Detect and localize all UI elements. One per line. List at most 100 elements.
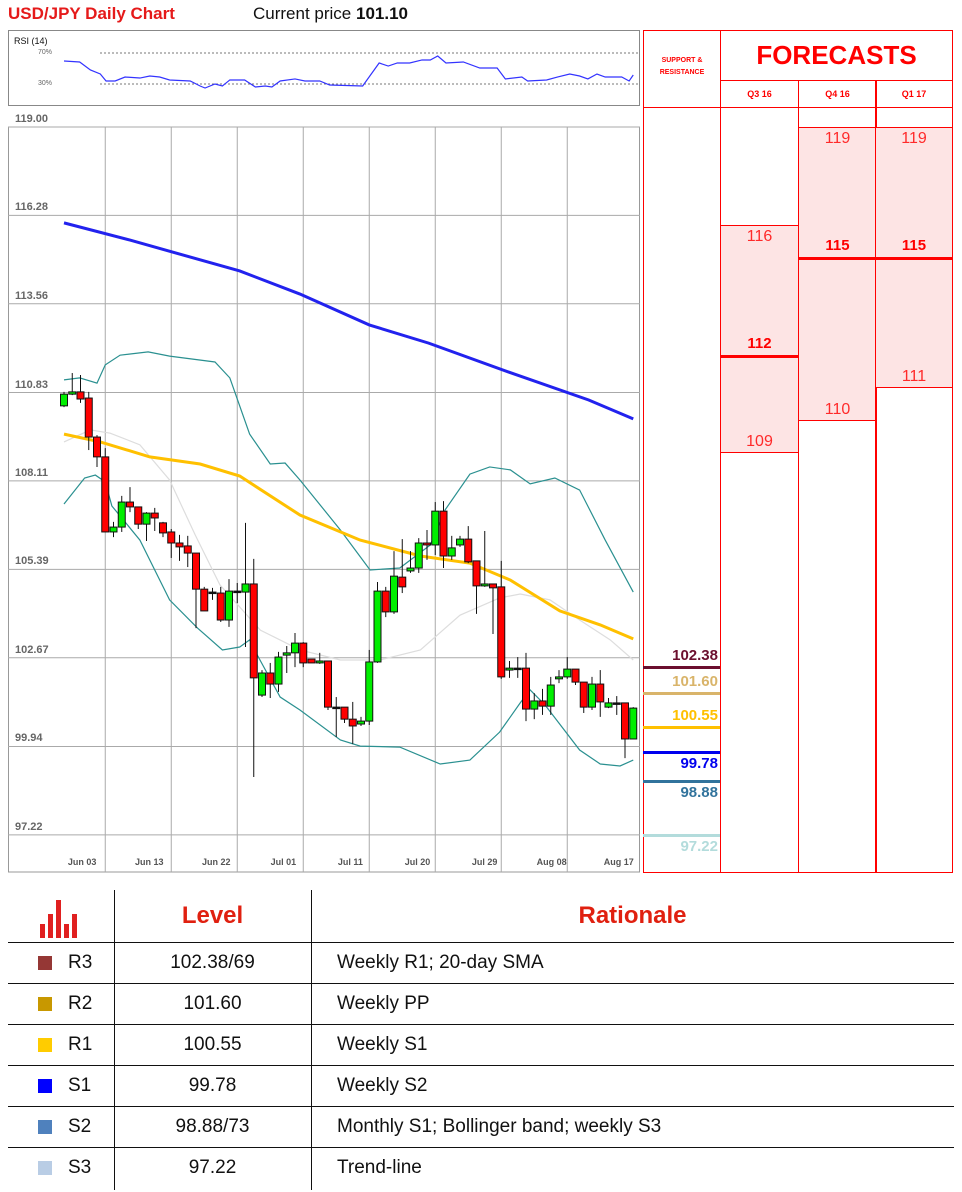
candle <box>480 530 489 587</box>
candle-body <box>175 542 184 548</box>
rsi-plot <box>63 52 640 89</box>
level-name: S3 <box>68 1157 92 1178</box>
candle-body <box>555 676 563 680</box>
level-color-swatch <box>38 1161 52 1175</box>
level-rationale: Weekly S1 <box>337 1034 428 1055</box>
candle <box>84 391 93 451</box>
candle-body <box>348 718 357 727</box>
forecast-range: 116 109 112 <box>721 224 798 453</box>
candle <box>299 642 308 668</box>
candle <box>315 652 324 664</box>
candle-body <box>117 501 126 528</box>
candle <box>431 502 440 556</box>
candle <box>612 696 621 715</box>
forecast-high: 119 <box>901 130 927 147</box>
quarter-header: Q3 16 <box>720 80 799 108</box>
forecast-column: 116 109 112 <box>720 107 799 873</box>
candle-body <box>629 707 638 740</box>
candle-body <box>439 510 448 557</box>
level-name: R3 <box>68 952 93 973</box>
candle-body <box>241 583 250 593</box>
candle <box>604 698 613 709</box>
candle-body <box>357 720 365 725</box>
candle-body <box>513 667 522 671</box>
x-tick-label: Jul 01 <box>270 857 297 867</box>
candle <box>621 702 629 759</box>
level-value: 98.88/73 <box>175 1116 250 1137</box>
candle <box>76 374 85 403</box>
candle <box>200 586 209 612</box>
level-rationale: Weekly PP <box>337 993 430 1014</box>
candle <box>348 701 357 744</box>
rsi-label: RSI (14) <box>14 36 48 46</box>
candle <box>324 660 332 711</box>
candle <box>208 587 217 600</box>
candle-body <box>307 658 316 664</box>
candle-body <box>266 672 275 685</box>
x-tick-label: Jun 22 <box>202 857 231 867</box>
candle-body <box>208 591 217 595</box>
rsi-tick-70: 70% <box>38 49 53 56</box>
x-tick-label: Jul 20 <box>404 857 431 867</box>
candle <box>167 529 176 558</box>
candle <box>472 560 481 614</box>
candle <box>555 670 563 684</box>
candle-body <box>282 652 291 656</box>
candle <box>183 535 192 568</box>
table-row: S3 97.22 Trend-line <box>8 1147 954 1188</box>
level-column-header: Level <box>181 902 244 929</box>
candle <box>126 487 134 513</box>
forecast-low: 111 <box>901 368 927 385</box>
candle-body <box>571 668 580 683</box>
candle-body <box>538 700 547 707</box>
candle-body <box>522 667 530 710</box>
candle-body <box>225 590 233 621</box>
price-chart <box>8 126 640 873</box>
candle-body <box>530 700 539 710</box>
candle-body <box>447 547 456 557</box>
candle-body <box>68 391 77 395</box>
level-name-cell: S3 <box>38 1148 114 1188</box>
candle-body <box>159 522 167 534</box>
level-rationale: Trend-line <box>337 1157 422 1178</box>
candle <box>241 522 250 647</box>
forecast-high: 116 <box>746 227 773 245</box>
forecast-mid: 112 <box>747 334 772 352</box>
sr-level-line <box>643 779 720 783</box>
y-tick-label: 105.39 <box>15 555 49 568</box>
level-value: 99.78 <box>188 1075 237 1096</box>
current-price-label: Current price <box>253 4 352 23</box>
current-price-value: 101.10 <box>356 4 408 23</box>
quarter-header: Q4 16 <box>798 80 877 108</box>
candle <box>423 530 431 560</box>
candle <box>530 693 539 720</box>
plot-area <box>8 126 640 873</box>
candle-body <box>406 567 415 572</box>
candle <box>563 657 572 679</box>
candle-body <box>497 586 506 678</box>
candle <box>101 448 110 533</box>
candle <box>282 646 291 673</box>
y-tick-label: 97.22 <box>15 820 43 833</box>
candle-body <box>315 660 324 664</box>
candle <box>373 582 382 663</box>
rsi-panel <box>8 30 640 106</box>
candle <box>571 668 580 686</box>
forecast-column: 119 111 115 <box>875 107 953 873</box>
level-color-swatch <box>38 1038 52 1052</box>
candle <box>390 551 398 614</box>
table-row: R3 102.38/69 Weekly R1; 20-day SMA <box>8 942 954 983</box>
forecast-mid: 115 <box>825 237 850 254</box>
candle <box>464 526 473 564</box>
level-name-cell: S1 <box>38 1066 114 1106</box>
bar-chart-icon <box>40 900 78 943</box>
x-tick-label: Jul 11 <box>337 857 363 867</box>
candle-body <box>249 583 258 679</box>
candle-body <box>464 538 473 563</box>
candle-body <box>216 592 225 621</box>
candle-body <box>76 391 85 400</box>
candle <box>505 660 514 678</box>
candle-body <box>414 542 423 569</box>
candle <box>497 560 506 679</box>
x-tick-label: Aug 17 <box>603 857 634 867</box>
